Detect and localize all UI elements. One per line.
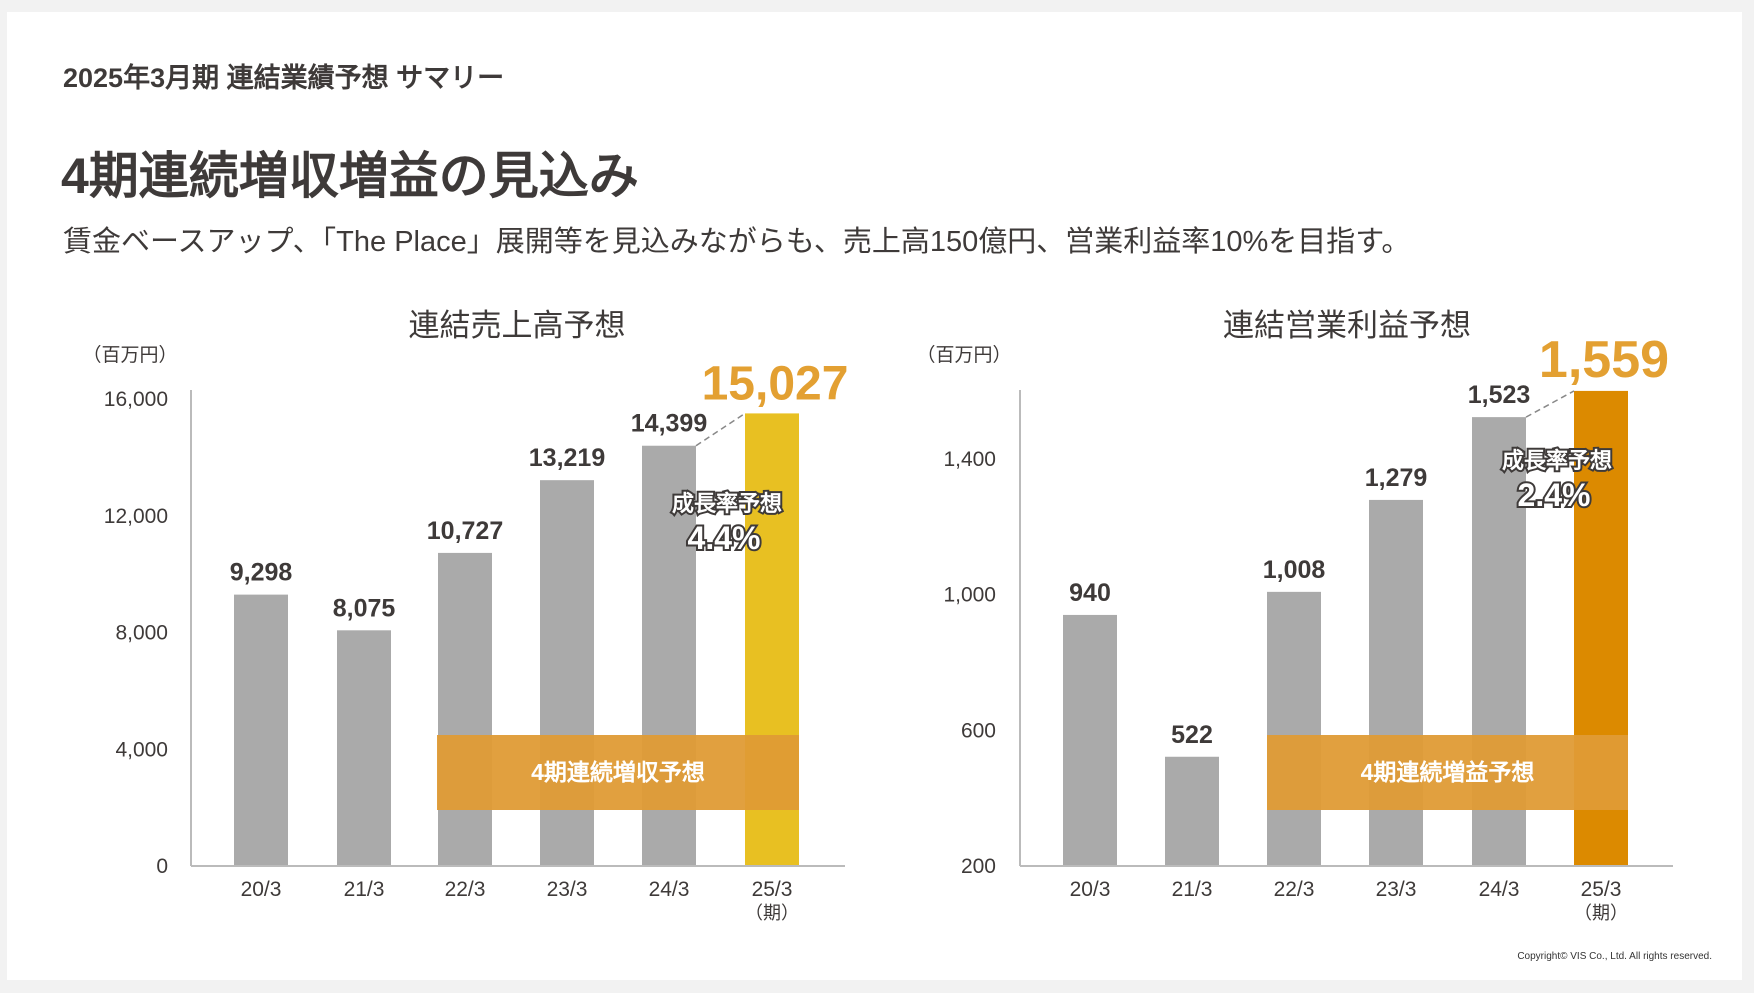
x-tick-label: 21/3	[344, 878, 385, 901]
copyright: Copyright© VIS Co., Ltd. All rights rese…	[1517, 951, 1712, 962]
y-tick-label: 1,000	[943, 584, 996, 607]
x-tick-label: 22/3	[445, 878, 486, 901]
bar-22/3	[438, 552, 492, 866]
y-tick-label: 0	[156, 855, 168, 878]
x-tick-label: 23/3	[1376, 878, 1417, 901]
chart-title: 連結営業利益予想	[1223, 308, 1471, 343]
unit-label: （百万円）	[82, 344, 177, 366]
x-tick-label: 20/3	[1070, 878, 1111, 901]
x-tick-label: 22/3	[1274, 878, 1315, 901]
growth-dashed-line	[1525, 390, 1575, 418]
subtitle: 賃金ベースアップ、「The Place」展開等を見込みながらも、売上高150億円…	[63, 226, 1411, 258]
data-label: 8,075	[333, 594, 396, 622]
x-tick-label: 25/3	[752, 878, 793, 901]
data-label: 10,727	[427, 517, 503, 545]
data-label: 522	[1171, 721, 1213, 749]
y-tick-label: 8,000	[115, 622, 168, 645]
page-title: 4期連続増収増益の見込み	[61, 148, 639, 204]
y-tick-label: 16,000	[104, 388, 168, 411]
bar-20/3	[234, 594, 288, 866]
unit-label: （百万円）	[916, 344, 1011, 366]
y-tick-label: 200	[961, 855, 996, 878]
data-label: 1,008	[1263, 556, 1326, 584]
growth-label: 成長率予想	[1502, 448, 1612, 473]
x-tick-label: 23/3	[547, 878, 588, 901]
growth-value: 2.4%	[1518, 477, 1591, 513]
data-label: 1,523	[1468, 381, 1531, 409]
banner-label: 4期連続増益予想	[1361, 759, 1535, 785]
bar-21/3	[1165, 756, 1219, 866]
data-label: 1,559	[1539, 331, 1669, 389]
banner-label: 4期連続増収予想	[531, 759, 705, 785]
data-label: 13,219	[529, 444, 605, 472]
y-tick-label: 4,000	[115, 738, 168, 761]
bar-21/3	[337, 630, 391, 866]
section-heading: 2025年3月期 連結業績予想 サマリー	[63, 63, 505, 93]
data-label: 940	[1069, 579, 1111, 607]
y-tick-label: 12,000	[104, 505, 168, 528]
banner	[1267, 735, 1628, 810]
x-category-note: （期）	[745, 903, 799, 923]
y-tick-label: 1,400	[943, 448, 996, 471]
data-label: 1,279	[1365, 464, 1428, 492]
x-category-note: （期）	[1574, 903, 1628, 923]
x-tick-label: 21/3	[1172, 878, 1213, 901]
bar-20/3	[1063, 614, 1117, 866]
growth-value: 4.4%	[688, 520, 761, 556]
x-tick-label: 24/3	[1479, 878, 1520, 901]
y-tick-label: 600	[961, 719, 996, 742]
banner	[437, 735, 799, 810]
bar-23/3	[1369, 499, 1423, 866]
x-tick-label: 25/3	[1581, 878, 1622, 901]
data-label: 15,027	[702, 357, 849, 410]
bar-22/3	[1267, 591, 1321, 866]
growth-label: 成長率予想	[672, 491, 782, 516]
chart-title: 連結売上高予想	[409, 308, 626, 343]
x-tick-label: 24/3	[649, 878, 690, 901]
data-label: 9,298	[230, 559, 293, 587]
slide	[7, 12, 1742, 980]
x-tick-label: 20/3	[241, 878, 282, 901]
data-label: 14,399	[631, 410, 707, 438]
